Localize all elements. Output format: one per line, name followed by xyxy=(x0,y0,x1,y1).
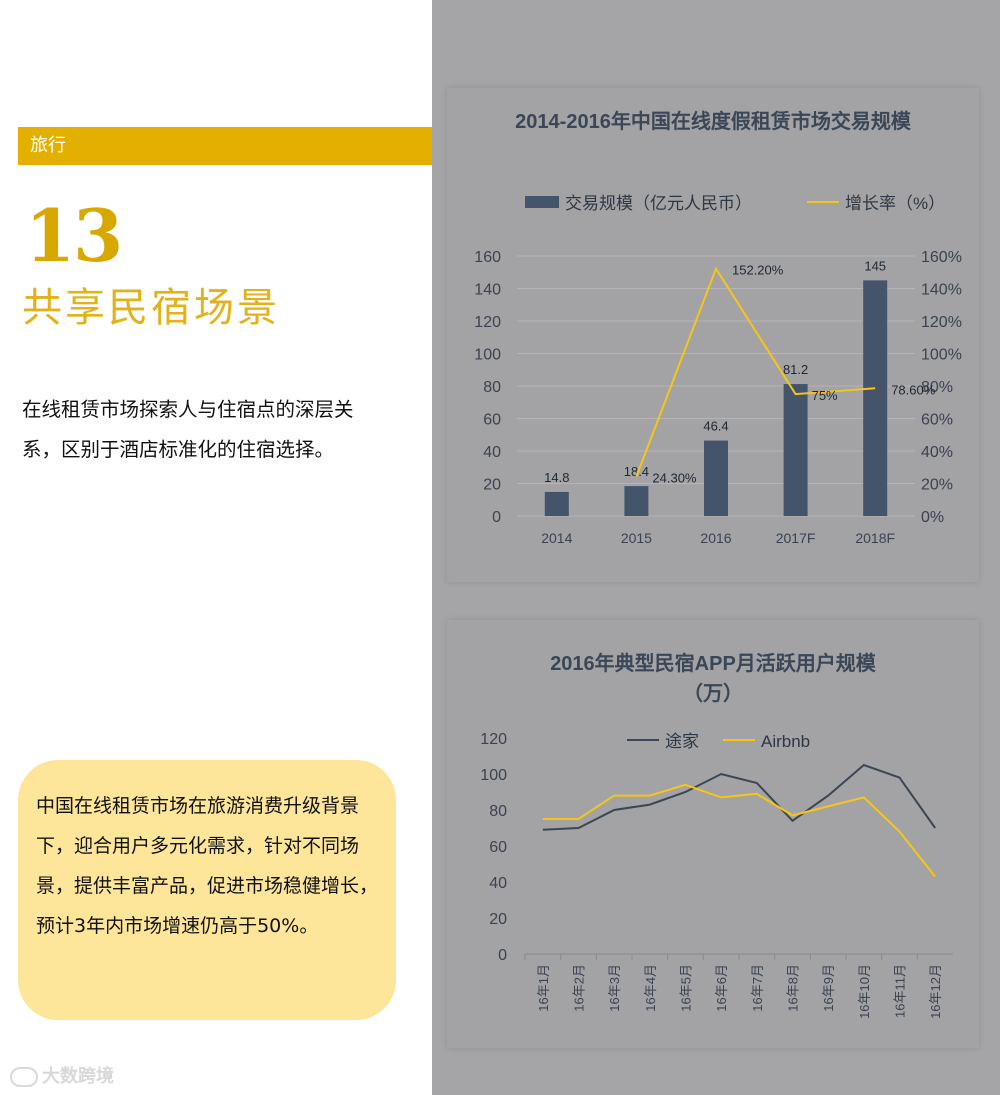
x-tick-label: 2015 xyxy=(621,530,652,546)
watermark: 大数跨境 xyxy=(10,1062,114,1088)
summary-text: 中国在线租赁市场在旅游消费升级背景下，迎合用户多元化需求，针对不同场景，提供丰富… xyxy=(36,795,379,937)
y-tick-label: 100 xyxy=(474,347,501,364)
category-tag: 旅行 xyxy=(18,127,432,165)
x-tick-label: 16年8月 xyxy=(786,964,801,1012)
x-tick-label: 16年7月 xyxy=(750,964,765,1012)
x-tick-label: 16年10月 xyxy=(857,964,872,1019)
y-tick-label: 40 xyxy=(489,875,507,892)
y2-tick-label: 20% xyxy=(921,477,953,494)
y2-tick-label: 0% xyxy=(921,509,944,526)
bar xyxy=(544,491,569,516)
x-tick-label: 16年11月 xyxy=(893,964,908,1018)
legend-label-airbnb: Airbnb xyxy=(761,732,810,751)
summary-box: 中国在线租赁市场在旅游消费升级背景下，迎合用户多元化需求，针对不同场景，提供丰富… xyxy=(18,760,396,1020)
chart-card-market-size: 2014-2016年中国在线度假租赁市场交易规模交易规模（亿元人民币） 增长率（%… xyxy=(447,88,979,582)
x-tick-label: 16年12月 xyxy=(928,964,943,1019)
bar-data-label: 46.4 xyxy=(703,419,728,434)
y-tick-label: 40 xyxy=(483,444,501,461)
section-number: 13 xyxy=(25,193,123,278)
bar-data-label: 18.4 xyxy=(624,464,649,479)
y-tick-label: 160 xyxy=(474,249,501,266)
section-title: 共享民宿场景 xyxy=(22,285,280,331)
y-tick-label: 60 xyxy=(483,412,501,429)
y-tick-label: 60 xyxy=(489,839,507,856)
bar-data-label: 145 xyxy=(864,258,886,273)
airbnb-line xyxy=(542,783,936,878)
y2-tick-label: 40% xyxy=(921,444,953,461)
x-tick-label: 2018F xyxy=(855,530,895,546)
bar xyxy=(704,440,728,516)
y2-tick-label: 60% xyxy=(921,412,953,429)
bar xyxy=(863,280,888,516)
watermark-text: 大数跨境 xyxy=(42,1066,114,1087)
line-data-label: 75% xyxy=(812,388,838,403)
tujia-line xyxy=(542,763,936,831)
left-panel: 旅行 13 共享民宿场景 在线租赁市场探索人与住宿点的深层关系，区别于酒店标准化… xyxy=(0,0,432,1095)
legend-label-bar: 交易规模（亿元人民币） xyxy=(565,194,752,213)
y-tick-label: 80 xyxy=(489,803,507,820)
legend-label-line: 增长率（%） xyxy=(845,194,945,213)
y-tick-label: 100 xyxy=(480,767,507,784)
y-tick-label: 0 xyxy=(492,509,501,526)
y-tick-label: 20 xyxy=(483,477,501,494)
x-tick-label: 16年2月 xyxy=(572,964,587,1012)
x-tick-label: 16年5月 xyxy=(679,964,694,1012)
x-tick-label: 16年3月 xyxy=(607,964,622,1012)
watermark-logo-icon xyxy=(10,1067,38,1087)
bar xyxy=(624,486,649,516)
line-data-label: 78.60% xyxy=(891,382,936,397)
y2-tick-label: 100% xyxy=(921,347,962,364)
y-tick-label: 120 xyxy=(474,314,501,331)
bar-data-label: 81.2 xyxy=(783,362,808,377)
y2-tick-label: 140% xyxy=(921,282,962,299)
x-tick-label: 2016 xyxy=(700,530,731,546)
y-tick-label: 20 xyxy=(489,911,507,928)
growth-line xyxy=(635,266,876,477)
y-tick-label: 0 xyxy=(498,947,507,964)
intro-text: 在线租赁市场探索人与住宿点的深层关系，区别于酒店标准化的住宿选择。 xyxy=(22,398,354,461)
y-tick-label: 80 xyxy=(483,379,501,396)
bar-data-label: 14.8 xyxy=(544,470,569,485)
y-tick-label: 120 xyxy=(480,731,507,748)
x-tick-label: 2017F xyxy=(776,530,816,546)
x-tick-label: 16年9月 xyxy=(821,964,836,1012)
mau-chart: 2016年典型民宿APP月活跃用户规模 （万） 途家 Airbnb 0 20 40 60 80 1… xyxy=(480,651,953,1019)
legend-swatch-bar xyxy=(525,196,559,208)
bar xyxy=(783,384,808,516)
line-data-label: 24.30% xyxy=(652,471,697,486)
legend-label-tujia: 途家 xyxy=(665,732,699,751)
chart-title: 2016年典型民宿APP月活跃用户规模 xyxy=(550,651,877,675)
line-data-label: 152.20% xyxy=(732,263,784,278)
y-tick-label: 140 xyxy=(474,282,501,299)
x-tick-label: 16年1月 xyxy=(536,964,551,1012)
x-tick-label: 16年6月 xyxy=(714,964,729,1012)
chart-title: 2014-2016年中国在线度假租赁市场交易规模 xyxy=(515,109,912,133)
x-tick-label: 2014 xyxy=(541,530,572,546)
y2-tick-label: 80% xyxy=(921,379,953,396)
chart-card-mau: 2016年典型民宿APP月活跃用户规模 （万） 途家 Airbnb 0 20 40 60 80 1… xyxy=(447,620,979,1048)
y2-tick-label: 120% xyxy=(921,314,962,331)
x-tick-label: 16年4月 xyxy=(643,964,658,1012)
y2-tick-label: 160% xyxy=(921,249,962,266)
chart-subtitle: （万） xyxy=(683,682,743,705)
